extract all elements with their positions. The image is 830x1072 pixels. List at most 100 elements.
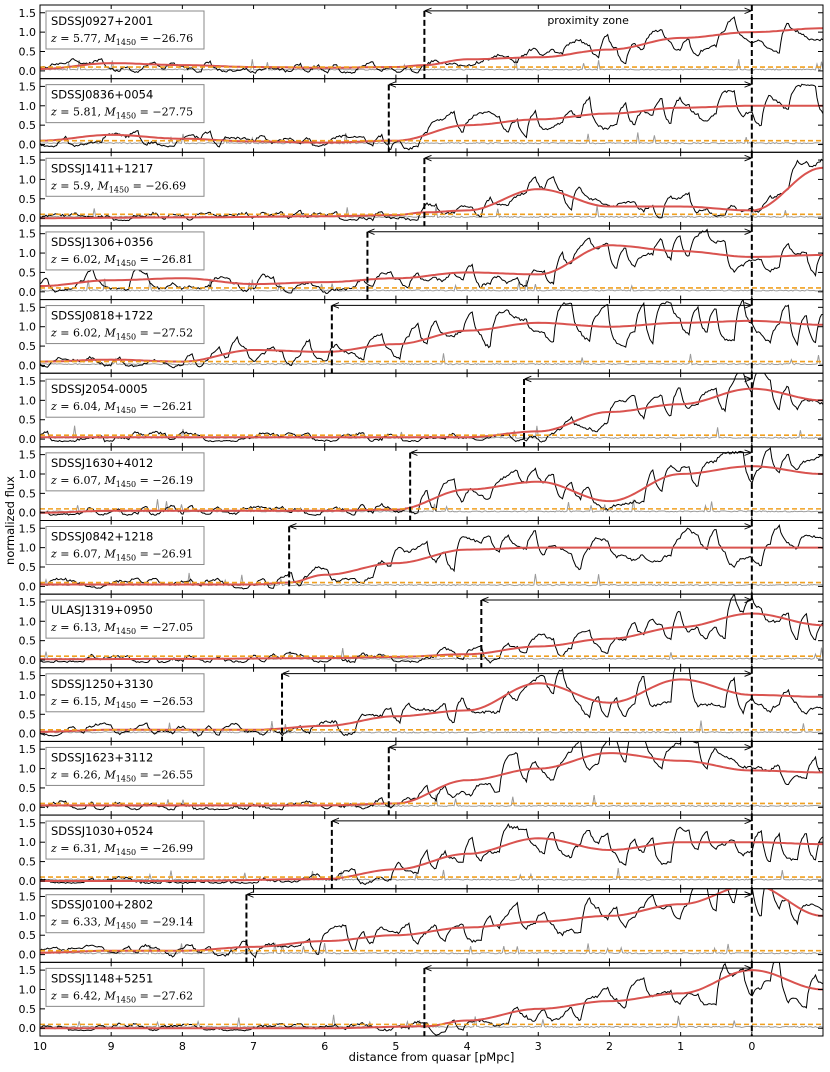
quasar-name: SDSSJ0836+0054 xyxy=(51,88,153,102)
redshift-value: 5.77 xyxy=(73,32,98,45)
quasar-name: SDSSJ0818+1722 xyxy=(51,309,153,323)
z-label: z xyxy=(50,916,57,929)
panel-5: 0.0 0.5 1.0 1.5 SDSSJ0818+1722 z = 6.02, M145… xyxy=(19,299,824,374)
z-eq: = xyxy=(57,548,73,561)
flux-spectrum xyxy=(40,888,823,959)
y-tick-label: 1.5 xyxy=(19,301,37,314)
smoothed-flux xyxy=(40,546,823,586)
y-tick-label: 1.5 xyxy=(19,228,37,241)
x-tick-label: 9 xyxy=(108,1040,115,1053)
quasar-legend: SDSSJ1630+4012 z = 6.07, M1450 = −26.19 xyxy=(45,452,205,492)
smoothed-flux xyxy=(40,837,823,882)
m-eq: = xyxy=(136,474,152,487)
m-eq: = xyxy=(129,179,145,192)
panel-8: 0.0 0.5 1.0 1.5 SDSSJ0842+1218 z = 6.07, M145… xyxy=(19,520,824,595)
comma: , xyxy=(98,548,105,561)
quasar-legend: SDSSJ1306+0356 z = 6.02, M1450 = −26.81 xyxy=(45,231,205,271)
m-eq: = xyxy=(136,621,152,634)
x-tick-label: 5 xyxy=(392,1040,399,1053)
quasar-name: SDSSJ2054-0005 xyxy=(51,382,148,396)
legend-box xyxy=(45,599,205,639)
quasar-legend: SDSSJ0100+2802 z = 6.33, M1450 = −29.14 xyxy=(45,894,205,934)
y-tick-label: 0.0 xyxy=(19,286,37,299)
flux-spectrum xyxy=(40,667,823,737)
smoothed-flux xyxy=(40,612,823,661)
magnitude-label: M xyxy=(104,989,117,1002)
y-tick-label: 1.5 xyxy=(19,596,37,609)
quasar-legend: SDSSJ2054-0005 z = 6.04, M1450 = −26.21 xyxy=(45,378,205,418)
y-tick-label: 1.0 xyxy=(19,173,37,186)
panel-3: 0.0 0.5 1.0 1.5 SDSSJ1411+1217 z = 5.9, M1450… xyxy=(19,151,824,227)
magnitude-label: M xyxy=(104,32,117,45)
redshift-value: 6.02 xyxy=(73,327,98,340)
z-label: z xyxy=(50,327,57,340)
quasar-properties: z = 6.02, M1450 = −26.81 xyxy=(50,253,193,268)
quasar-legend: SDSSJ0836+0054 z = 5.81, M1450 = −27.75 xyxy=(45,84,205,124)
y-tick-label: 1.0 xyxy=(19,26,37,39)
legend-box xyxy=(45,378,205,418)
y-tick-label: 0.5 xyxy=(19,929,37,942)
legend-box xyxy=(45,526,205,565)
smoothed-flux xyxy=(40,969,823,1030)
y-tick-label: 0.0 xyxy=(19,728,37,741)
panel-plot-area xyxy=(40,888,823,959)
magnitude-subscript: 1450 xyxy=(116,38,136,47)
y-tick-label: 0.0 xyxy=(19,65,37,78)
y-tick-label: 0.5 xyxy=(19,487,37,500)
comma: , xyxy=(98,695,105,708)
panel-plot-area xyxy=(40,228,823,295)
quasar-properties: z = 5.9, M1450 = −26.69 xyxy=(50,179,186,194)
y-tick-label: 1.5 xyxy=(19,154,37,167)
panel-plot-area xyxy=(40,741,823,811)
z-label: z xyxy=(50,768,57,781)
panel-1: proximity zone 0.0 0.5 1.0 1.5 SDSSJ0927+2001… xyxy=(19,4,824,80)
quasar-properties: z = 5.81, M1450 = −27.75 xyxy=(50,106,193,121)
magnitude-subscript: 1450 xyxy=(116,922,136,931)
legend-box xyxy=(45,452,205,492)
y-tick-label: 0.0 xyxy=(19,949,37,962)
y-tick-label: 0.0 xyxy=(19,580,37,593)
flux-spectrum xyxy=(40,962,823,1036)
magnitude-subscript: 1450 xyxy=(116,627,136,636)
comma: , xyxy=(98,106,105,119)
flux-spectrum xyxy=(40,447,823,516)
z-eq: = xyxy=(57,474,73,487)
flux-spectrum xyxy=(40,16,823,74)
quasar-name: SDSSJ1030+0524 xyxy=(51,824,153,838)
z-label: z xyxy=(50,989,57,1002)
smoothed-flux xyxy=(40,166,823,220)
magnitude-subscript: 1450 xyxy=(116,554,136,563)
y-tick-label: 0.5 xyxy=(19,414,37,427)
y-tick-label: 1.0 xyxy=(19,910,37,923)
z-eq: = xyxy=(57,695,73,708)
quasar-properties: z = 6.13, M1450 = −27.05 xyxy=(50,621,193,636)
x-tick-label: 0 xyxy=(748,1040,755,1053)
panel-13: 0.0 0.5 1.0 1.5 SDSSJ0100+2802 z = 6.33, M145… xyxy=(19,888,824,963)
error-spectrum xyxy=(40,868,823,882)
z-eq: = xyxy=(57,179,73,192)
quasar-legend: SDSSJ1250+3130 z = 6.15, M1450 = −26.53 xyxy=(45,673,205,713)
panel-frame xyxy=(39,961,824,1037)
redshift-value: 6.15 xyxy=(73,695,98,708)
error-spectrum xyxy=(40,647,823,661)
legend-box xyxy=(45,231,205,271)
panel-plot-area xyxy=(40,16,823,74)
smoothed-flux xyxy=(40,465,823,514)
y-tick-label: 1.0 xyxy=(19,321,37,334)
z-label: z xyxy=(50,695,57,708)
comma: , xyxy=(98,400,105,413)
y-tick-label: 0.0 xyxy=(19,654,37,667)
magnitude-value: −26.99 xyxy=(152,842,193,855)
comma: , xyxy=(98,842,105,855)
panel-9: 0.0 0.5 1.0 1.5 ULASJ1319+0950 z = 6.13, M145… xyxy=(19,593,824,669)
flux-spectrum xyxy=(40,228,823,295)
magnitude-value: −26.53 xyxy=(152,695,193,708)
magnitude-value: −26.76 xyxy=(152,32,193,45)
quasar-properties: z = 6.26, M1450 = −26.55 xyxy=(50,768,193,783)
smoothed-flux xyxy=(40,387,823,439)
comma: , xyxy=(98,768,105,781)
m-eq: = xyxy=(136,32,152,45)
magnitude-label: M xyxy=(104,916,117,929)
y-tick-label: 0.0 xyxy=(19,433,37,446)
quasar-legend: SDSSJ1030+0524 z = 6.31, M1450 = −26.99 xyxy=(45,820,205,860)
